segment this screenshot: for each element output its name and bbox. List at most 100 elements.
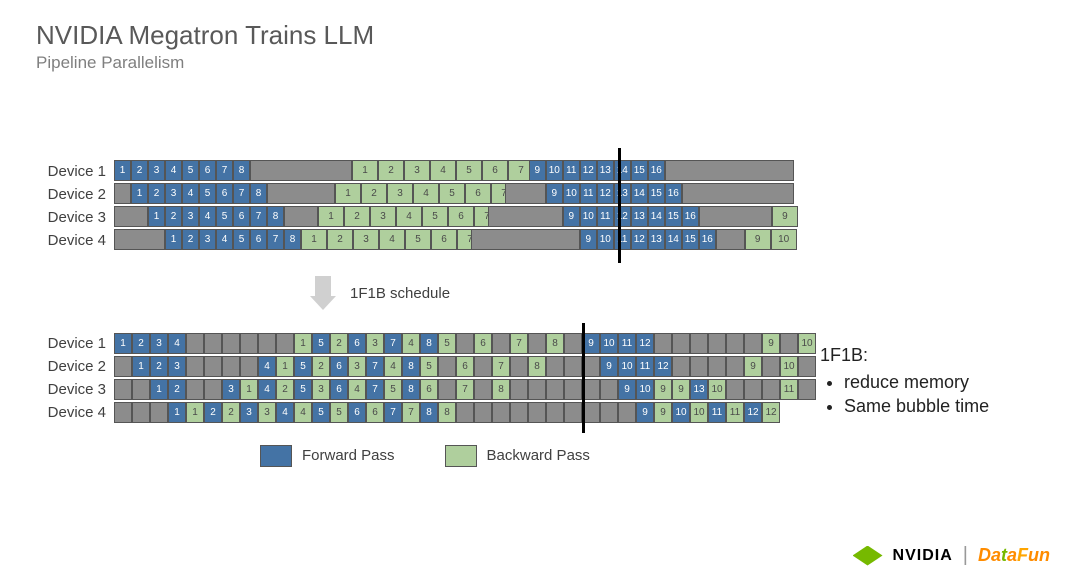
- forward-cell: 5: [294, 379, 312, 400]
- idle-cell: [510, 379, 528, 400]
- backward-cell: 6: [448, 206, 474, 227]
- idle-cell: [258, 333, 276, 354]
- backward-cell: 3: [348, 356, 366, 377]
- forward-cell: 6: [348, 402, 366, 423]
- forward-cell: 3: [168, 356, 186, 377]
- forward-cell: 10: [563, 183, 580, 204]
- idle-cell: [438, 379, 456, 400]
- backward-cell: 9: [744, 356, 762, 377]
- idle-cell: [204, 333, 222, 354]
- idle-cell: [654, 333, 672, 354]
- nvidia-logo-text: NVIDIA: [893, 547, 953, 565]
- idle-cell: [132, 379, 150, 400]
- idle-cell: [250, 160, 352, 181]
- backward-cell: 9: [745, 229, 771, 250]
- forward-cell: 2: [150, 356, 168, 377]
- forward-cell: 12: [744, 402, 762, 423]
- forward-cell: 14: [631, 183, 648, 204]
- arrow-icon: [310, 276, 336, 312]
- idle-cell: [528, 379, 546, 400]
- idle-cell: [600, 379, 618, 400]
- backward-cell: 4: [348, 379, 366, 400]
- device-label: Device 3: [26, 381, 114, 398]
- backward-cell: 3: [387, 183, 413, 204]
- forward-cell: 11: [614, 229, 631, 250]
- forward-cell: 13: [631, 206, 648, 227]
- forward-cell: 2: [148, 183, 165, 204]
- backward-cell: 10: [798, 333, 816, 354]
- backward-cell: 4: [294, 402, 312, 423]
- forward-cell: 5: [312, 402, 330, 423]
- backward-cell: 8: [438, 402, 456, 423]
- backward-cell: 1: [318, 206, 344, 227]
- backward-cell: 6: [482, 160, 508, 181]
- divider-line: [618, 148, 621, 263]
- idle-cell: [762, 379, 780, 400]
- forward-cell: 6: [348, 333, 366, 354]
- idle-cell: [564, 356, 582, 377]
- forward-cell: 1: [150, 379, 168, 400]
- idle-cell: [726, 333, 744, 354]
- idle-cell: [488, 206, 563, 227]
- backward-cell: 7: [402, 402, 420, 423]
- forward-cell: 11: [618, 333, 636, 354]
- backward-cell: 2: [361, 183, 387, 204]
- forward-cell: 11: [580, 183, 597, 204]
- forward-cell: 8: [402, 356, 420, 377]
- backward-cell: 4: [413, 183, 439, 204]
- backward-cell: 7: [456, 379, 474, 400]
- legend: Forward Pass Backward Pass: [260, 445, 590, 467]
- idle-cell: [474, 402, 492, 423]
- forward-cell: 8: [250, 183, 267, 204]
- idle-cell: [150, 402, 168, 423]
- backward-cell: 5: [438, 333, 456, 354]
- forward-cell: 1: [165, 229, 182, 250]
- backward-cell: 4: [402, 333, 420, 354]
- forward-cell: 12: [636, 333, 654, 354]
- forward-cell: 3: [150, 333, 168, 354]
- forward-cell: 1: [114, 160, 131, 181]
- backward-cell: 5: [384, 379, 402, 400]
- forward-cell: 8: [420, 333, 438, 354]
- forward-cell: 12: [597, 183, 614, 204]
- backward-cell: 8: [546, 333, 564, 354]
- side-item: reduce memory: [844, 372, 989, 393]
- forward-cell: 10: [580, 206, 597, 227]
- forward-cell: 8: [402, 379, 420, 400]
- forward-cell: 12: [614, 206, 631, 227]
- legend-forward-swatch: [260, 445, 292, 467]
- forward-cell: 2: [131, 160, 148, 181]
- idle-cell: [672, 333, 690, 354]
- legend-forward-label: Forward Pass: [302, 447, 395, 464]
- pipeline-diagram-top: Device 11234567812345678910111213141516D…: [26, 160, 794, 252]
- backward-cell: 3: [404, 160, 430, 181]
- idle-cell: [222, 356, 240, 377]
- backward-cell: 3: [312, 379, 330, 400]
- page-subtitle: Pipeline Parallelism: [36, 53, 1044, 73]
- forward-cell: 6: [330, 356, 348, 377]
- backward-cell: 9: [654, 379, 672, 400]
- backward-cell: 2: [330, 333, 348, 354]
- forward-cell: 1: [168, 402, 186, 423]
- backward-cell: 2: [344, 206, 370, 227]
- forward-cell: 16: [648, 160, 665, 181]
- forward-cell: 8: [420, 402, 438, 423]
- forward-cell: 1: [114, 333, 132, 354]
- forward-cell: 15: [665, 206, 682, 227]
- backward-cell: 4: [396, 206, 422, 227]
- forward-cell: 9: [529, 160, 546, 181]
- forward-cell: 8: [284, 229, 301, 250]
- forward-cell: 4: [182, 183, 199, 204]
- forward-cell: 9: [563, 206, 580, 227]
- forward-cell: 8: [267, 206, 284, 227]
- forward-cell: 5: [233, 229, 250, 250]
- backward-cell: 10: [708, 379, 726, 400]
- forward-cell: 4: [216, 229, 233, 250]
- backward-cell: 2: [276, 379, 294, 400]
- side-notes: 1F1B: reduce memorySame bubble time: [820, 345, 989, 420]
- forward-cell: 4: [168, 333, 186, 354]
- backward-cell: 1: [335, 183, 361, 204]
- forward-cell: 13: [648, 229, 665, 250]
- idle-cell: [114, 229, 165, 250]
- backward-cell: 5: [405, 229, 431, 250]
